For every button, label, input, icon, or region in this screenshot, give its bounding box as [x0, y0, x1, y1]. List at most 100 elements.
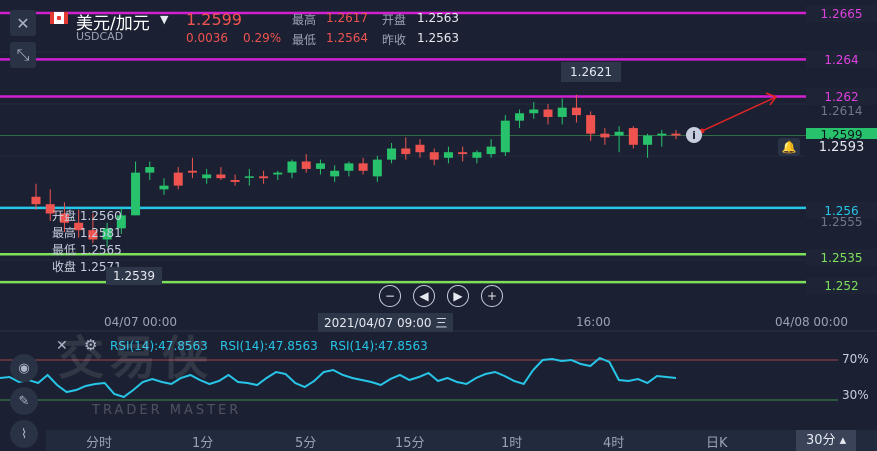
tooltip-close: 收盘 1.2571	[52, 260, 122, 274]
candle-body	[571, 107, 581, 116]
trend-arrow	[701, 96, 777, 132]
low-label: 最低	[292, 33, 317, 47]
trend-arrow-head	[765, 92, 778, 106]
close-icon[interactable]: ✕	[56, 338, 68, 354]
candle-body	[657, 133, 667, 136]
candle-body	[543, 109, 553, 117]
candle-body	[372, 159, 382, 177]
info-icon[interactable]: i	[686, 127, 702, 143]
watermark-en: TRADER MASTER	[92, 403, 242, 418]
candle-body	[529, 109, 539, 114]
rsi-label-3: RSI(14):47.8563	[330, 339, 428, 353]
rsi-level-30: 30%	[842, 388, 869, 402]
tab-1hour[interactable]: 1时	[501, 436, 523, 451]
scroll-right-button[interactable]: ▶	[447, 285, 469, 307]
candle-body	[259, 176, 269, 179]
tab-1min[interactable]: 1分	[192, 436, 214, 451]
candle-body	[159, 185, 169, 190]
axis-label-1.2665: 1.2665	[806, 5, 877, 22]
tab-30min[interactable]: 30分 ▴	[796, 430, 857, 451]
candle-body	[415, 144, 425, 153]
candle-body	[131, 172, 141, 216]
candle-body	[173, 172, 183, 186]
collapse-button[interactable]: ⤡	[10, 42, 36, 68]
candle-body	[74, 222, 84, 231]
candle-body	[557, 107, 567, 117]
axis-label-1.2555: 1.2555	[820, 214, 863, 229]
candle-body	[145, 167, 155, 173]
bell-icon[interactable]: 🔔	[778, 138, 800, 156]
candle-body	[628, 128, 638, 145]
zoom-out-button[interactable]: −	[379, 285, 401, 307]
candle-body	[273, 172, 283, 175]
tab-5min[interactable]: 5分	[295, 436, 317, 451]
tab-timeshare[interactable]: 分时	[86, 436, 113, 451]
candle-body	[458, 152, 468, 155]
high-callout: 1.2621	[561, 62, 621, 82]
canada-flag-icon	[50, 12, 68, 24]
candle-body	[515, 113, 525, 121]
axis-label-1.2614: 1.2614	[820, 103, 863, 118]
price-change: 0.0036	[186, 31, 228, 45]
tab-15min[interactable]: 15分	[395, 436, 425, 451]
rsi-label-2: RSI(14):47.8563	[220, 339, 318, 353]
time-label-mid: 16:00	[576, 315, 611, 329]
candle-body	[586, 115, 596, 134]
price-change-pct: 0.29%	[243, 31, 282, 45]
open-label: 开盘	[382, 13, 407, 27]
candle-body	[116, 215, 126, 229]
prev-close-label: 昨收	[382, 33, 407, 47]
symbol-code: USDCAD	[76, 30, 124, 43]
rsi-label-1: RSI(14):47.8563	[110, 339, 208, 353]
candle-body	[230, 180, 240, 182]
rsi-line	[0, 356, 677, 399]
axis-label-1.2535: 1.2535	[806, 249, 877, 266]
indicator-icon[interactable]: ⌇	[10, 420, 38, 448]
close-icon: ✕	[16, 13, 30, 33]
candle-body	[500, 120, 510, 153]
tab-daily[interactable]: 日K	[706, 436, 728, 451]
crosshair-time: 2021/04/07 09:00 三	[318, 313, 454, 332]
candle-body	[102, 228, 112, 240]
scroll-left-button[interactable]: ◀	[413, 285, 435, 307]
low-value: 1.2564	[326, 31, 368, 45]
collapse-icon: ⤡	[16, 45, 30, 64]
candle-body	[344, 163, 354, 171]
open-value: 1.2563	[417, 11, 459, 25]
settings-icon[interactable]: ⚙	[84, 336, 98, 354]
dropdown-icon[interactable]: ▼	[160, 13, 169, 26]
candle-body	[301, 161, 311, 169]
candle-body	[401, 148, 411, 155]
candle-body	[330, 170, 340, 177]
current-price-tag: 1.2593	[806, 139, 877, 156]
close-button[interactable]: ✕	[10, 10, 36, 36]
symbol-name[interactable]: 美元/加元	[76, 14, 150, 34]
candle-body	[600, 133, 610, 138]
current-price: 1.2599	[186, 10, 242, 29]
watermark-cn: 交易侠	[58, 331, 214, 385]
axis-label-1.256: 1.256	[806, 202, 877, 219]
candle-body	[315, 163, 325, 169]
candle-body	[287, 161, 297, 173]
candle-body	[486, 146, 496, 155]
rsi-level-70: 70%	[842, 352, 869, 366]
time-label-left: 04/07 00:00	[104, 315, 177, 329]
candle-body	[387, 148, 397, 160]
candle-body	[31, 196, 41, 205]
candle-body	[244, 176, 254, 178]
zoom-in-button[interactable]: +	[481, 285, 503, 307]
axis-label-1.252: 1.252	[806, 277, 877, 294]
high-label: 最高	[292, 13, 317, 27]
tab-4hour[interactable]: 4时	[603, 436, 625, 451]
candle-body	[216, 174, 226, 179]
tooltip-high: 最高 1.2581	[52, 226, 122, 240]
pencil-icon[interactable]: ✎	[10, 387, 38, 415]
candle-body	[643, 135, 653, 145]
candle-body	[358, 163, 368, 171]
candle-body	[472, 152, 482, 158]
candle-body	[443, 152, 453, 158]
candle-body	[45, 204, 55, 214]
candle-body	[187, 170, 197, 173]
eye-icon[interactable]: ◉	[10, 354, 38, 382]
candle-body	[88, 230, 98, 240]
